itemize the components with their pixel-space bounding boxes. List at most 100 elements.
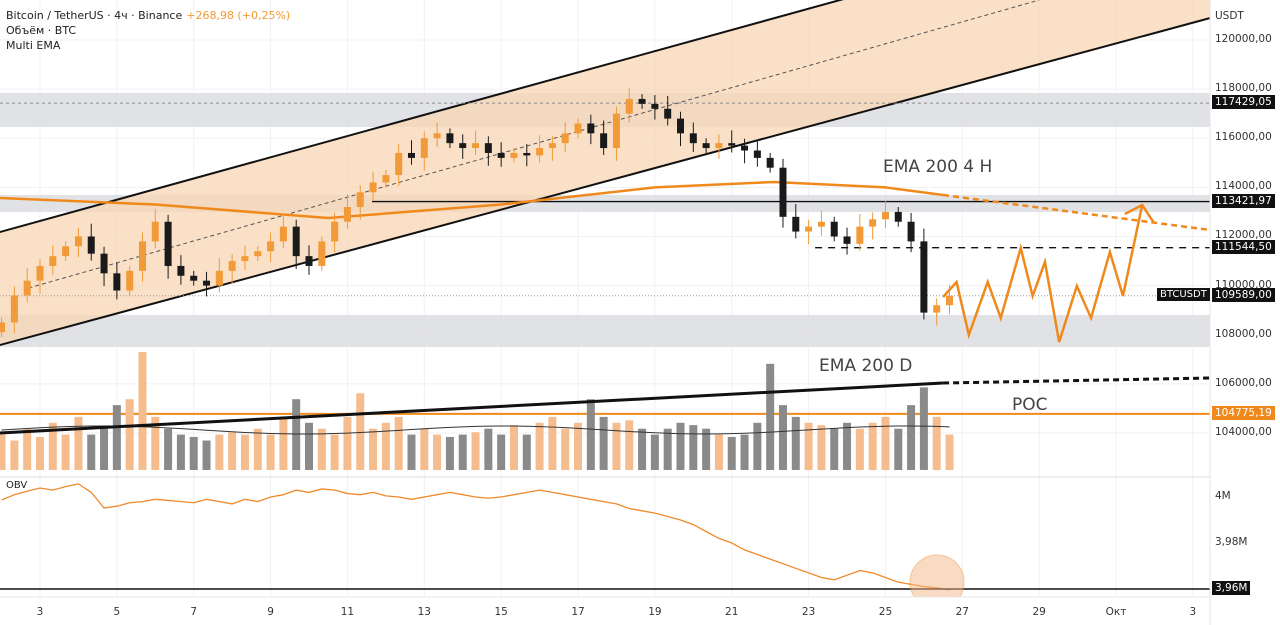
symbol-title: Bitcoin / TetherUS · 4ч · Binance [6, 9, 183, 22]
time-tick-label: 7 [190, 606, 198, 618]
time-tick-label: 27 [955, 606, 969, 618]
volume-bar [804, 422, 813, 470]
volume-bar [74, 416, 83, 470]
volume-bar [689, 425, 698, 470]
candle-body [420, 138, 428, 158]
volume-bar [484, 428, 493, 470]
volume-bar [791, 416, 800, 470]
candle-body [510, 152, 518, 158]
candle-body [638, 98, 646, 104]
ema-4h-projection [942, 193, 1210, 232]
volume-bar [638, 428, 647, 470]
candle-body [331, 221, 339, 242]
candle-body [664, 108, 672, 119]
volume-bar [881, 416, 890, 470]
candle-body [830, 221, 838, 237]
obv-label: OBV [6, 480, 28, 491]
volume-bar [292, 399, 301, 470]
candle-body [459, 143, 467, 149]
candle-body [484, 143, 492, 153]
volume-bar [612, 422, 621, 470]
volume-bar [176, 434, 185, 470]
candle-body [267, 241, 275, 252]
ema-4h-annotation: EMA 200 4 H [883, 157, 993, 177]
volume-bar [279, 416, 288, 470]
plot-area [0, 0, 1210, 597]
candle-body [113, 273, 121, 291]
candle-body [151, 221, 159, 242]
candle-body [254, 251, 262, 257]
projection-arrowhead [1124, 203, 1155, 223]
candle-body [548, 143, 556, 149]
candle-body [766, 157, 774, 168]
candle-body [587, 123, 595, 134]
volume-bar [317, 428, 326, 470]
volume-bar [894, 428, 903, 470]
ema-indicator-label[interactable]: Multi EMA [6, 39, 61, 52]
obv-tick-label: 4M [1215, 490, 1231, 502]
volume-bar [458, 434, 467, 470]
candle-body [10, 295, 18, 323]
volume-indicator-label[interactable]: Объём · BTC [6, 24, 77, 37]
candle-body [702, 143, 710, 149]
candle-body [369, 182, 377, 193]
volume-bar [100, 428, 109, 470]
volume-bar [10, 440, 19, 470]
candle-body [87, 236, 95, 254]
ema-4h-line [0, 180, 944, 220]
time-tick-label: 17 [571, 606, 585, 618]
volume-bar [830, 428, 839, 470]
time-tick-label: 21 [725, 606, 739, 618]
volume-bar [266, 434, 275, 470]
time-tick-label: 19 [648, 606, 662, 618]
volume-bar [586, 399, 595, 470]
volume-bar [48, 422, 57, 470]
volume-ma-line [1, 425, 950, 435]
candle-body [651, 103, 659, 109]
volume-bar [471, 432, 480, 470]
candle-body [523, 152, 531, 156]
volume-bar [522, 434, 531, 470]
volume-bar [305, 422, 314, 470]
chart-legend: Bitcoin / TetherUS · 4ч · Binance +268,98… [6, 8, 290, 53]
volume-bar [702, 428, 711, 470]
time-tick-label: 25 [878, 606, 893, 618]
volume-bar [138, 352, 147, 470]
candle-body [907, 221, 915, 242]
candle-body [536, 148, 544, 156]
candle-body [395, 152, 403, 176]
volume-bar [625, 420, 634, 470]
candle-body [228, 261, 236, 271]
price-tick-label: 106000,00 [1215, 376, 1272, 389]
price-tick-label: 120000,00 [1215, 33, 1272, 45]
volume-bar [727, 436, 736, 470]
volume-bar [766, 363, 775, 470]
volume-bar [561, 428, 570, 470]
candle-body [600, 133, 608, 149]
ticker-tag: BTCUSDT [1157, 287, 1210, 301]
channel-lower-line [0, 17, 1210, 347]
channel-upper-line [0, 0, 844, 234]
price-axis-unit: USDT [1215, 10, 1244, 22]
channel-mid-line [28, 0, 1040, 289]
volume-bar [817, 425, 826, 470]
channel-fill [0, 0, 1210, 346]
candle-body [779, 167, 787, 217]
volume-bar [253, 428, 262, 470]
candle-body [0, 322, 6, 333]
candle-body [138, 241, 146, 271]
candle-body [126, 270, 134, 291]
candle-body [433, 133, 441, 139]
volume-bar [778, 405, 787, 470]
candle-body [49, 256, 57, 266]
candle-body [36, 265, 44, 281]
time-tick-label: 13 [417, 606, 431, 618]
volume-bar [189, 436, 198, 470]
time-tick-label: 3 [36, 606, 44, 618]
candle-body [203, 280, 211, 286]
volume-bar [369, 428, 378, 470]
candle-body [753, 150, 761, 158]
obv-level-tag: 3,96M [1212, 581, 1251, 595]
volume-bar [394, 416, 403, 470]
